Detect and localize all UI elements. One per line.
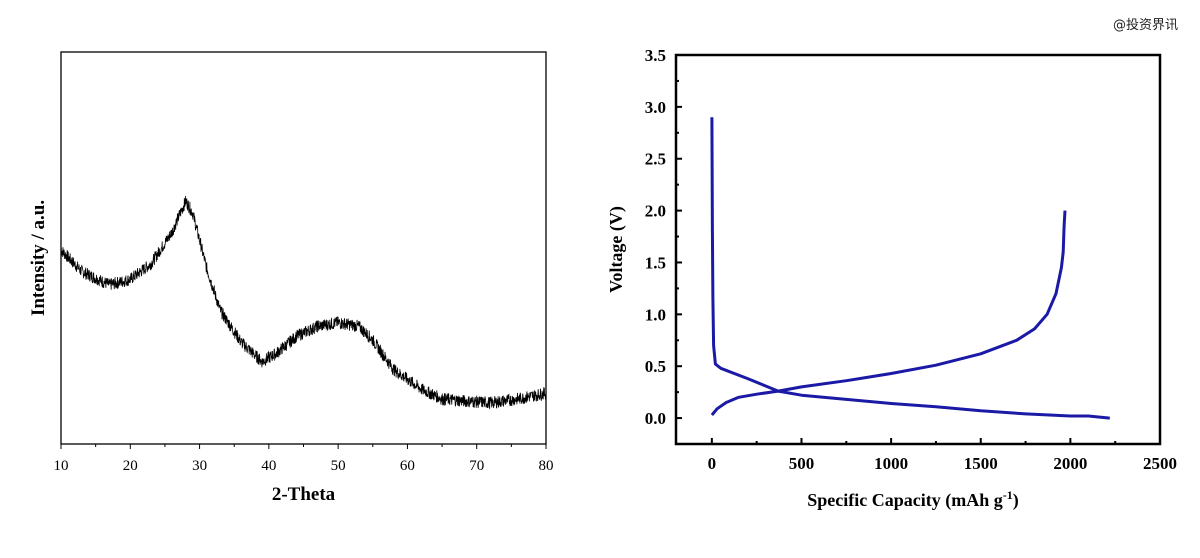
x-tick-label: 10 (54, 458, 69, 474)
x-tick-label: 1500 (964, 454, 998, 473)
x-axis-label: 2-Theta (272, 484, 336, 505)
y-tick-label: 3.5 (645, 46, 666, 65)
y-tick-label: 1.0 (645, 305, 666, 324)
y-tick-label: 3.0 (645, 98, 666, 117)
x-tick-label: 40 (261, 458, 276, 474)
charge-series-line (710, 210, 1067, 416)
y-tick-label: 2.5 (645, 150, 666, 169)
y-tick-label: 2.0 (645, 202, 666, 221)
watermark: @投资界讯 (1112, 18, 1178, 33)
plot-frame (674, 53, 1162, 446)
x-tick-label: 20 (123, 458, 138, 474)
x-tick-label: 1000 (874, 454, 908, 473)
x-tick-label: 2000 (1053, 454, 1087, 473)
x-tick-label: 0 (708, 454, 717, 473)
y-axis-label: Intensity / a.u. (28, 200, 49, 316)
discharge-series-line (710, 117, 1110, 420)
x-axis-label: Specific Capacity (mAh g-1) (807, 488, 1018, 511)
x-tick-label: 500 (789, 454, 815, 473)
x-tick-label: 50 (331, 458, 346, 474)
x-tick-label: 60 (400, 458, 415, 474)
x-tick-label: 30 (192, 458, 207, 474)
xrd-chart: 10 20 30 40 50 60 70 80 2-Theta Intensity / a.u. (28, 51, 554, 505)
plot-frame (60, 51, 547, 445)
voltage-chart: 0 500 1000 1500 2000 2500 0.0 0.5 1.0 1.5 2.0 2.5 3.… (606, 46, 1177, 511)
y-tick-label: 1.5 (645, 253, 666, 272)
x-tick-label: 80 (539, 458, 554, 474)
x-tick-label: 70 (469, 458, 484, 474)
x-tick-label: 2500 (1143, 454, 1177, 473)
y-tick-label: 0.5 (645, 357, 666, 376)
xrd-series-line (60, 195, 547, 410)
y-axis-label: Voltage (V) (606, 206, 627, 293)
y-tick-label: 0.0 (645, 409, 666, 428)
